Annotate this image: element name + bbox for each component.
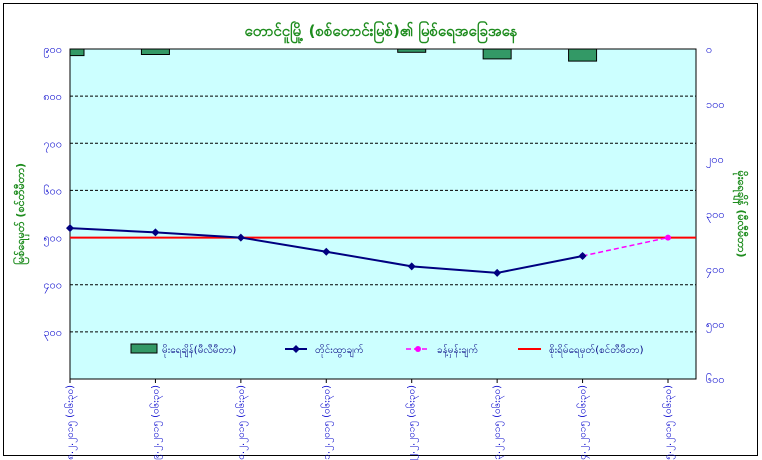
x-tick-label: ၂၃.၂.၂၀၁၅ (၀၆း၃၀)	[490, 385, 505, 460]
legend-measured-label: တိုင်းထွာချက်	[315, 343, 364, 358]
rainfall-bars	[69, 48, 598, 62]
rainfall-bar	[140, 48, 170, 55]
measured-point	[407, 262, 416, 271]
x-tick-label: ၂၁.၂.၂၀၁၅ (၀၆း၃၀)	[319, 385, 334, 460]
rainfall-bar	[69, 48, 85, 57]
left-tick-label: ၆၀၀	[43, 184, 62, 197]
left-tick-label: ၅၀၀	[43, 232, 62, 247]
left-tick-label: ၇၀၀	[43, 137, 62, 152]
x-tick-label: ၂၂.၂.၂၀၁၅ (၀၆း၃၀)	[405, 385, 420, 460]
measured-point	[66, 224, 74, 233]
legend-measured-marker	[292, 345, 300, 353]
legend-forecast-label: ခန့်မှန်းချက်	[437, 343, 478, 358]
right-tick-label: ၆၀၀	[706, 373, 725, 386]
forecast-line	[582, 236, 669, 257]
x-tick-label: ၁၉.၂.၂၀၁၅ (၀၆း၃၀)	[148, 385, 163, 460]
x-tick-label: ၂၄.၂.၂၀၁၅ (၀၆း၃၀)	[576, 385, 591, 460]
rainfall-bar	[482, 48, 512, 60]
measured-point	[493, 268, 502, 277]
right-tick-label: ၄၀၀	[706, 263, 725, 278]
rainfall-bar	[397, 48, 427, 53]
left-tick-label: ၈၀၀	[43, 90, 62, 103]
rainfall-bar	[568, 48, 598, 62]
series-lines	[66, 224, 696, 277]
forecast-point	[665, 234, 671, 241]
measured-point	[322, 247, 331, 256]
right-tick-label: ၅၀၀	[706, 318, 725, 333]
chart-title: တောင်ငူမြို့ (စစ်တောင်းမြစ်)၏ မြစ်ရေအခြေ…	[244, 20, 517, 44]
left-axis-label: မြစ်ရေမှတ် (စင်တီမီတာ)	[12, 163, 30, 265]
measured-point	[151, 228, 160, 237]
left-tick-label: ၉၀၀	[43, 43, 62, 58]
right-tick-label: ၂၀၀	[706, 153, 724, 168]
legend-rain-swatch	[130, 343, 158, 354]
measured-point	[236, 233, 245, 242]
right-tick-label: ၁၀၀	[706, 98, 725, 111]
left-tick-label: ၄၀၀	[43, 279, 62, 294]
plot-area	[69, 48, 697, 380]
x-tick-label: ၁၈.၂.၂၀၁၅ (၀၆း၃၀)	[63, 385, 78, 460]
x-tick-label: ၂၅.၂.၂၀၁၅ (၀၆း၃၀)	[661, 385, 676, 460]
right-tick-label: ၃၀၀	[706, 208, 725, 223]
legend-rain-label: မိုးရေချိန်(မီလီမီတာ)	[162, 343, 236, 358]
left-tick-label: ၃၀၀	[43, 326, 62, 341]
legend: မိုးရေချိန်(မီလီမီတာ) တိုင်းထွာချက် ခန့်…	[130, 343, 644, 358]
x-tick-label: ၂၀.၂.၂၀၁၅ (၀၆း၃၀)	[234, 385, 249, 460]
legend-danger-label: စိုးရိမ်ရေမှတ်(စင်တီမီတာ)	[549, 343, 644, 358]
right-axis-label: မိုးရေချိန် (မီလီမီတာ)	[732, 171, 749, 258]
x-axis-ticks: ၁၈.၂.၂၀၁၅ (၀၆း၃၀) ၁၉.၂.၂၀၁၅ (၀၆း၃၀) ၂၀.၂.၂…	[63, 379, 676, 460]
right-tick-label: ၀	[706, 43, 712, 56]
legend-forecast-marker	[415, 346, 421, 352]
measured-point	[578, 251, 587, 260]
